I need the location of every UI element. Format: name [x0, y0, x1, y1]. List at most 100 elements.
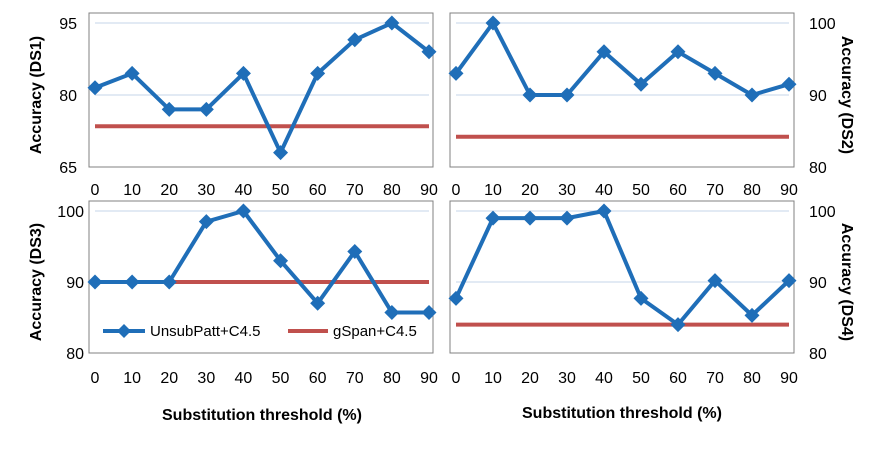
legend-label: UnsubPatt+C4.5	[150, 323, 261, 340]
plot-frame	[88, 200, 434, 354]
x-tick-label: 50	[272, 182, 290, 199]
data-point-marker	[198, 214, 214, 230]
x-tick-label: 20	[521, 370, 539, 387]
x-tick-label: 40	[595, 370, 613, 387]
y-tick-label: 80	[66, 346, 84, 363]
data-point-marker	[707, 273, 723, 289]
data-point-marker	[522, 87, 538, 103]
x-axis-title: Substitution threshold (%)	[522, 405, 722, 422]
data-point-marker	[273, 253, 289, 269]
x-tick-label: 90	[420, 370, 438, 387]
x-tick-label: 90	[780, 182, 798, 199]
x-tick-label: 40	[595, 182, 613, 199]
series-line-unsubpatt	[94, 21, 431, 155]
y-tick-label: 90	[809, 275, 827, 292]
data-point-marker	[670, 317, 686, 333]
data-point-marker	[384, 305, 400, 321]
x-tick-label: 20	[160, 370, 178, 387]
data-point-marker	[310, 65, 326, 81]
y-tick-label: 100	[809, 204, 836, 221]
x-tick-label: 80	[743, 182, 761, 199]
data-point-marker	[633, 290, 649, 306]
legend-label: gSpan+C4.5	[333, 323, 417, 340]
data-point-marker	[485, 15, 501, 31]
x-tick-label: 30	[197, 182, 215, 199]
x-tick-label: 90	[420, 182, 438, 199]
y-tick-label: 100	[809, 16, 836, 33]
data-point-marker	[384, 15, 400, 31]
x-tick-label: 80	[743, 370, 761, 387]
data-point-marker	[87, 80, 103, 96]
plot-frame	[449, 200, 795, 354]
x-tick-label: 50	[632, 182, 650, 199]
y-tick-label: 80	[59, 88, 77, 105]
data-point-marker	[633, 76, 649, 92]
x-tick-label: 10	[484, 182, 502, 199]
legend-marker-diamond	[117, 324, 131, 338]
data-point-marker	[707, 65, 723, 81]
y-tick-label: 90	[66, 275, 84, 292]
data-point-marker	[235, 203, 251, 219]
data-point-marker	[781, 76, 797, 92]
data-point-marker	[161, 274, 177, 290]
data-point-marker	[347, 243, 363, 259]
y-tick-label: 80	[809, 160, 827, 177]
x-tick-label: 70	[346, 370, 364, 387]
data-point-marker	[448, 290, 464, 306]
x-tick-label: 50	[272, 370, 290, 387]
x-tick-label: 60	[669, 182, 687, 199]
data-point-marker	[124, 274, 140, 290]
x-tick-label: 0	[452, 370, 461, 387]
data-point-marker	[596, 44, 612, 60]
data-point-marker	[235, 65, 251, 81]
x-tick-label: 50	[632, 370, 650, 387]
x-tick-label: 10	[123, 182, 141, 199]
data-point-marker	[421, 305, 437, 321]
data-point-marker	[198, 101, 214, 117]
data-point-marker	[448, 65, 464, 81]
data-point-marker	[559, 87, 575, 103]
series-line-unsubpatt	[95, 209, 429, 315]
data-point-marker	[347, 32, 363, 48]
y-tick-label: 100	[57, 204, 84, 221]
y-tick-label: 95	[59, 16, 77, 33]
data-point-marker	[310, 295, 326, 311]
legend: UnsubPatt+C4.5 gSpan+C4.5	[103, 323, 417, 340]
x-tick-label: 20	[160, 182, 178, 199]
y-axis-title: Accuracy (DS1)	[28, 36, 45, 154]
data-point-marker	[559, 210, 575, 226]
data-point-marker	[421, 44, 437, 60]
y-tick-label: 65	[59, 160, 77, 177]
y-axis-title: Accuracy (DS2)	[838, 36, 855, 154]
x-tick-label: 0	[452, 182, 461, 199]
x-tick-label: 30	[558, 370, 576, 387]
data-point-marker	[670, 44, 686, 60]
chart-panel-1: 65 80 95 0 10 20 30 40 50 60 70 80 90 Accuracy (DS1)	[28, 12, 438, 199]
x-tick-label: 40	[235, 182, 253, 199]
plot-frame	[449, 12, 795, 168]
data-point-marker	[87, 274, 103, 290]
x-tick-label: 20	[521, 182, 539, 199]
x-tick-label: 10	[484, 370, 502, 387]
series-line-unsubpatt	[454, 21, 790, 97]
x-tick-label: 40	[235, 370, 253, 387]
data-point-marker	[781, 273, 797, 289]
data-point-marker	[161, 101, 177, 117]
data-point-marker	[596, 203, 612, 219]
data-point-marker	[522, 210, 538, 226]
data-point-marker	[273, 145, 289, 161]
x-tick-label: 30	[197, 370, 215, 387]
y-tick-label: 90	[809, 88, 827, 105]
x-axis-title: Substitution threshold (%)	[162, 407, 362, 424]
chart-panel-3: 80 90 100 0 10 20 30 40 50 60 70 80 90 Accuracy (DS3)	[28, 200, 438, 387]
plot-frame	[88, 12, 434, 168]
series-line-unsubpatt	[454, 209, 791, 327]
x-tick-label: 70	[346, 182, 364, 199]
x-tick-label: 60	[309, 182, 327, 199]
x-tick-label: 30	[558, 182, 576, 199]
chart-panel-4: 80 90 100 0 10 20 30 40 50 60 70 80 90 Accuracy (DS4)	[448, 200, 855, 387]
y-axis-title: Accuracy (DS3)	[28, 223, 45, 341]
x-tick-label: 80	[383, 182, 401, 199]
